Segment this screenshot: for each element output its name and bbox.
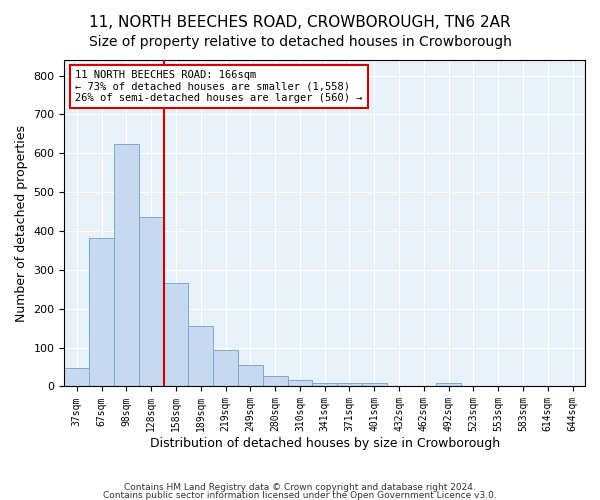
Bar xyxy=(287,380,313,386)
Text: Contains HM Land Registry data © Crown copyright and database right 2024.: Contains HM Land Registry data © Crown c… xyxy=(124,484,476,492)
Bar xyxy=(164,284,188,387)
Bar xyxy=(139,216,164,386)
Text: Contains public sector information licensed under the Open Government Licence v3: Contains public sector information licen… xyxy=(103,490,497,500)
Bar xyxy=(188,326,213,386)
Bar xyxy=(436,384,461,386)
Text: Size of property relative to detached houses in Crowborough: Size of property relative to detached ho… xyxy=(89,35,511,49)
Bar xyxy=(238,365,263,386)
Bar xyxy=(213,350,238,387)
Bar xyxy=(362,382,386,386)
Y-axis label: Number of detached properties: Number of detached properties xyxy=(15,124,28,322)
Bar xyxy=(313,382,337,386)
Bar xyxy=(89,238,114,386)
Bar xyxy=(64,368,89,386)
Text: 11 NORTH BEECHES ROAD: 166sqm
← 73% of detached houses are smaller (1,558)
26% o: 11 NORTH BEECHES ROAD: 166sqm ← 73% of d… xyxy=(75,70,362,103)
Text: 11, NORTH BEECHES ROAD, CROWBOROUGH, TN6 2AR: 11, NORTH BEECHES ROAD, CROWBOROUGH, TN6… xyxy=(89,15,511,30)
Bar xyxy=(263,376,287,386)
Bar xyxy=(337,382,362,386)
X-axis label: Distribution of detached houses by size in Crowborough: Distribution of detached houses by size … xyxy=(149,437,500,450)
Bar xyxy=(114,144,139,386)
